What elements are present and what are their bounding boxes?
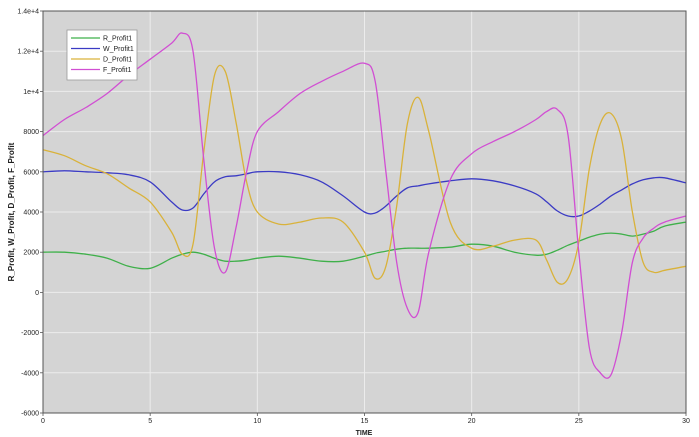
series-lines [42,32,687,379]
legend-label: W_Profit1 [103,46,134,53]
y-tick-label: -6000 [21,411,39,418]
y-tick-label: -2000 [21,330,39,337]
x-tick-label: 25 [575,418,583,425]
x-axis-ticks: 0 5 10 15 20 25 30 [41,413,690,425]
y-axis-title: R_Profit, W_Profit, D_Profit, F_Profit [7,142,16,281]
legend: R_Profit1 W_Profit1 D_Profit1 F_Profit1 [66,29,138,81]
x-axis-title: TIME [356,430,373,437]
x-tick-label: 0 [41,418,45,425]
y-tick-label: 1e+4 [23,89,39,96]
series-line-w-profit1 [42,170,687,218]
series-line-d-profit1 [42,64,687,285]
x-tick-label: 15 [361,418,369,425]
y-tick-label: 1.4e+4 [17,9,39,16]
y-tick-label: 2000 [23,250,39,257]
y-tick-label: -4000 [21,370,39,377]
y-tick-label: 4000 [23,210,39,217]
y-tick-label: 6000 [23,169,39,176]
x-tick-label: 30 [682,418,690,425]
legend-label: D_Profit1 [103,57,132,64]
legend-label: R_Profit1 [103,36,132,43]
legend-label: F_Profit1 [103,67,132,74]
y-tick-label: 1.2e+4 [17,49,39,56]
x-tick-label: 20 [468,418,476,425]
series-line-r-profit1 [42,221,687,270]
x-tick-label: 5 [148,418,152,425]
x-tick-label: 10 [253,418,261,425]
y-axis-ticks: -6000 -4000 -2000 0 2000 4000 6000 8000 1e+4 1.2e… [17,9,43,418]
series-line-f-profit1 [42,32,687,379]
y-tick-label: 8000 [23,129,39,136]
y-tick-label: 0 [35,290,39,297]
